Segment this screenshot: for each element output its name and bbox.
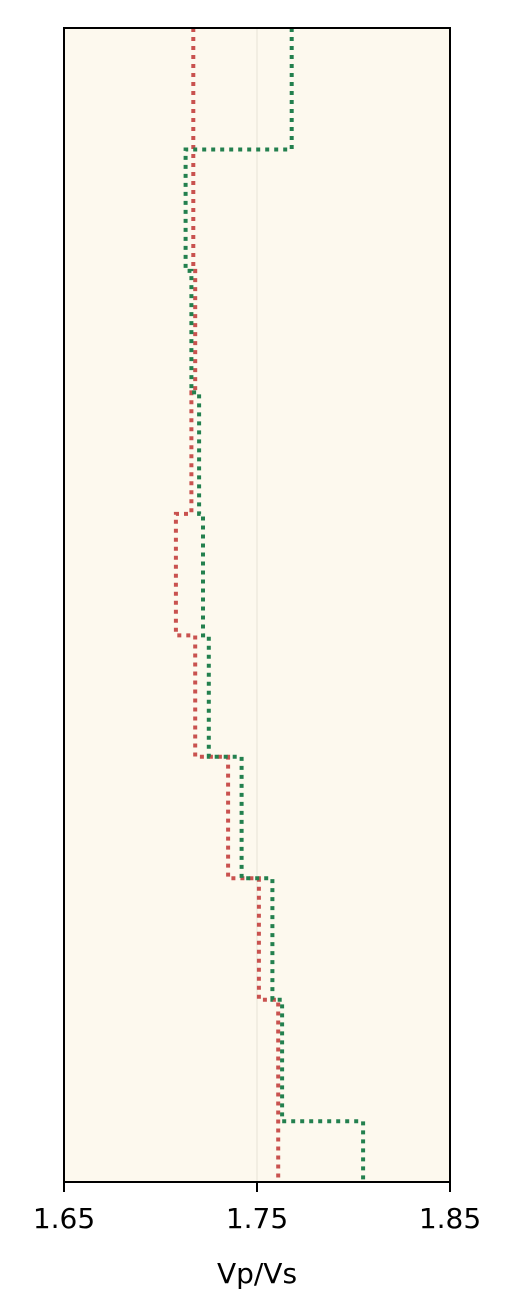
series-line-2: [183, 28, 366, 1182]
series-layer: [173, 28, 366, 1182]
x-tick-label: 1.85: [419, 1202, 481, 1235]
x-axis: 1.65 1.75 1.85: [33, 1182, 481, 1235]
x-tick-label: 1.75: [226, 1202, 288, 1235]
series-line-1: [173, 28, 281, 1182]
x-axis-label: Vp/Vs: [217, 1257, 297, 1290]
x-tick-label: 1.65: [33, 1202, 95, 1235]
